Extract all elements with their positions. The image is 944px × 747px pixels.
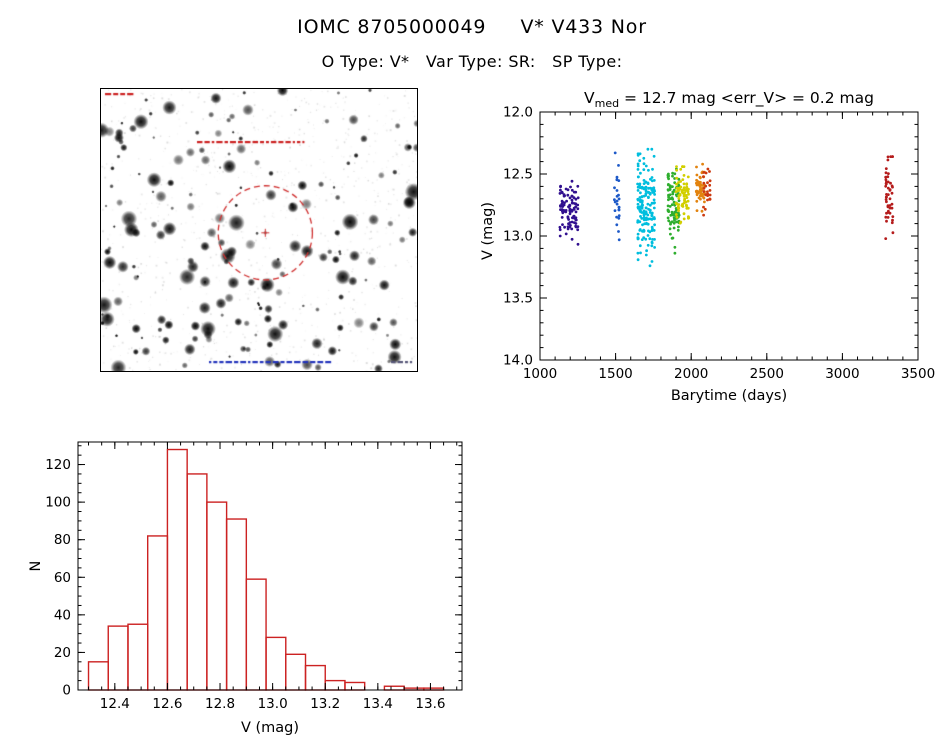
svg-text:12.8: 12.8 [205, 696, 235, 712]
lightcurve-points [558, 147, 895, 268]
histogram-plot: 12.4 12.6 12.8 13.0 13.2 13.4 13.6 0 20 40 60 80 100… [45, 441, 463, 712]
svg-text:13.4: 13.4 [363, 696, 393, 712]
lightcurve-plot: 1000 1500 2000 2500 3000 3500 12.0 12.5 13.0 13.5… [503, 105, 935, 383]
histogram-bars [87, 448, 445, 691]
starfield-image [100, 88, 418, 372]
histogram-tick-labels: 12.4 12.6 12.8 13.0 13.2 13.4 13.6 0 20 40 60 80 100… [45, 457, 445, 712]
histogram-xlabel: V (mag) [240, 720, 300, 736]
page-title: IOMC 8705000049 V* V433 Nor [297, 16, 647, 38]
svg-text:60: 60 [54, 570, 71, 586]
svg-text:12.0: 12.0 [503, 105, 533, 121]
svg-text:12.6: 12.6 [152, 696, 182, 712]
svg-text:13.0: 13.0 [503, 229, 533, 245]
page-subtitle: O Type: V* Var Type: SR: SP Type: [321, 52, 623, 71]
lightcurve-title-rest: = 12.7 mag <err_V> = 0.2 mag [619, 89, 874, 107]
lightcurve-title: Vmed = 12.7 mag <err_V> = 0.2 mag [530, 89, 928, 110]
svg-text:3500: 3500 [901, 366, 935, 382]
lightcurve-panel: Vmed = 12.7 mag <err_V> = 0.2 mag 1000 15… [470, 85, 944, 425]
svg-text:13.0: 13.0 [258, 696, 288, 712]
svg-text:14.0: 14.0 [503, 353, 533, 369]
lightcurve-axes [539, 111, 919, 361]
svg-text:80: 80 [54, 532, 71, 548]
histogram-axes [77, 441, 463, 691]
lightcurve-title-prefix: V [584, 89, 595, 107]
svg-text:12.5: 12.5 [503, 167, 533, 183]
finding-chart [100, 88, 418, 372]
svg-text:2500: 2500 [750, 366, 784, 382]
histogram-ylabel: N [28, 560, 44, 572]
svg-text:1500: 1500 [598, 366, 632, 382]
svg-text:40: 40 [54, 607, 71, 623]
svg-text:100: 100 [45, 495, 71, 511]
svg-text:120: 120 [45, 457, 71, 473]
lightcurve-ylabel: V (mag) [480, 201, 496, 261]
lightcurve-xlabel: Barytime (days) [670, 388, 788, 404]
svg-text:0: 0 [62, 683, 71, 699]
svg-text:13.6: 13.6 [415, 696, 445, 712]
svg-text:13.5: 13.5 [503, 291, 533, 307]
svg-text:20: 20 [54, 645, 71, 661]
svg-text:2000: 2000 [674, 366, 708, 382]
svg-text:3000: 3000 [825, 366, 859, 382]
svg-text:13.2: 13.2 [310, 696, 340, 712]
lightcurve-tick-labels: 1000 1500 2000 2500 3000 3500 12.0 12.5 13.0 13.5… [503, 105, 935, 383]
svg-text:12.4: 12.4 [100, 696, 130, 712]
lightcurve-title-subscript: med [594, 97, 620, 111]
svg-text:1000: 1000 [523, 366, 557, 382]
histogram-panel: 12.4 12.6 12.8 13.0 13.2 13.4 13.6 0 20 40 60 80 100… [20, 432, 494, 747]
